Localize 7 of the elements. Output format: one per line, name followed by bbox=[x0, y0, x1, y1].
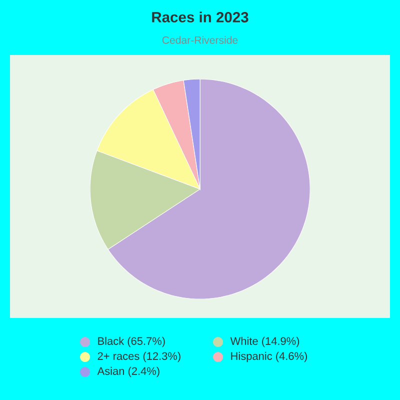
legend-label: Asian (2.4%) bbox=[97, 366, 160, 378]
chart-subtitle: Cedar-Riverside bbox=[162, 36, 238, 44]
legend-label: 2+ races (12.3%) bbox=[98, 352, 180, 362]
legend-label: Hispanic (4.6%) bbox=[231, 352, 308, 362]
legend-label: White (14.9%) bbox=[230, 336, 300, 348]
legend-label: Black (65.7%) bbox=[98, 336, 165, 348]
chart-title: Races in 2023 bbox=[152, 12, 248, 22]
